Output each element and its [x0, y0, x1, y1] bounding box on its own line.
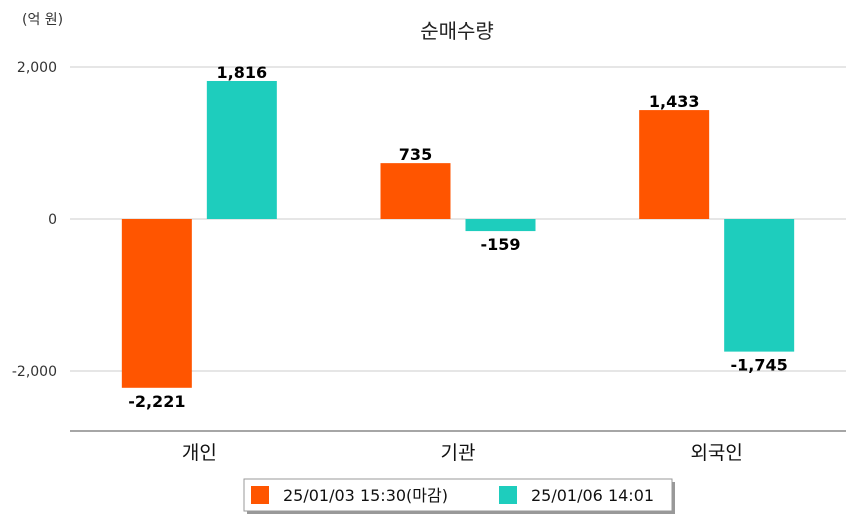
chart-title: 순매수량: [420, 19, 494, 43]
bar[interactable]: [206, 80, 277, 219]
y-axis-ticks: 2,000 0 -2,000: [12, 60, 57, 380]
legend-label-series-2[interactable]: 25/01/06 14:01: [531, 486, 654, 505]
data-label: 735: [399, 145, 432, 164]
bar[interactable]: [121, 219, 192, 388]
legend: 25/01/03 15:30(마감) 25/01/06 14:01: [243, 478, 675, 514]
bar[interactable]: [380, 163, 451, 219]
x-tick-label: 기관: [441, 442, 476, 464]
y-tick-label: -2,000: [12, 364, 57, 380]
legend-label-series-1[interactable]: 25/01/03 15:30(마감): [283, 486, 448, 505]
data-label: -2,221: [128, 392, 185, 411]
data-label: 1,816: [217, 63, 268, 82]
gridlines: [70, 66, 846, 372]
data-labels: -2,221 1,816 735 -159 1,433 -1,745: [128, 63, 788, 411]
bars: [121, 80, 795, 388]
legend-box: [243, 478, 673, 512]
legend-swatch-series-1[interactable]: [251, 486, 269, 504]
x-axis-ticks: 개인 기관 외국인: [182, 442, 743, 464]
bar[interactable]: [639, 110, 710, 219]
y-tick-label: 2,000: [17, 60, 57, 76]
data-label: 1,433: [649, 92, 700, 111]
bar[interactable]: [724, 219, 795, 352]
data-label: -159: [480, 235, 520, 254]
x-tick-label: 개인: [182, 442, 217, 464]
x-tick-label: 외국인: [690, 442, 742, 464]
y-axis-unit-label: (억 원): [22, 12, 63, 28]
data-label: -1,745: [731, 356, 788, 375]
y-tick-label: 0: [48, 212, 57, 228]
legend-swatch-series-2[interactable]: [499, 486, 517, 504]
bar[interactable]: [465, 219, 536, 232]
